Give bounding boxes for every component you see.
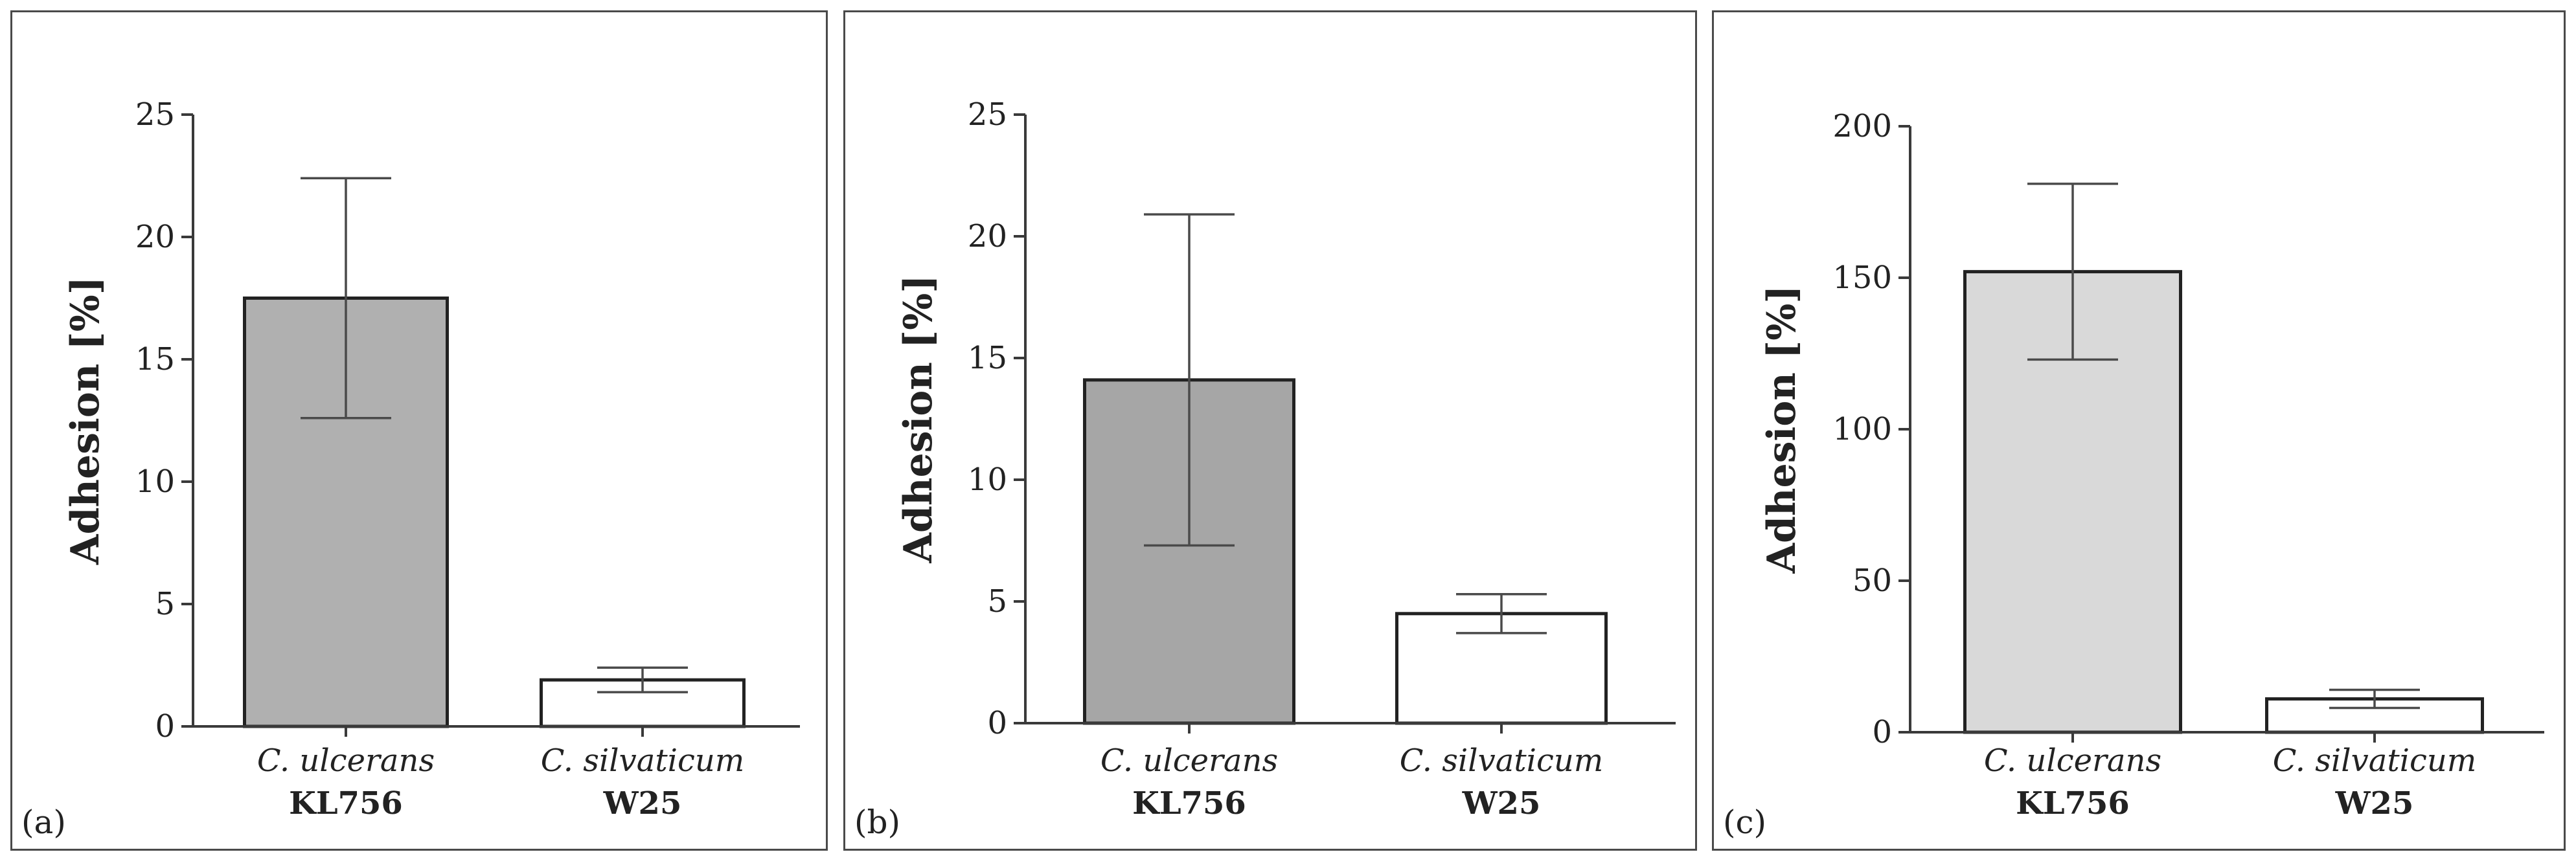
- category-species-label-a: C. silvaticum: [541, 743, 745, 779]
- category-species-label-a: C. ulcerans: [257, 743, 435, 779]
- y-tick-label-c: 100: [1832, 411, 1892, 447]
- category-species-label-c: C. silvaticum: [2273, 743, 2477, 779]
- y-tick-label-a: 10: [135, 464, 175, 500]
- y-axis-title-c: Adhesion [%]: [1759, 285, 1805, 574]
- chart-panel-a: 0 5 10 15 20 25 C. ulcerans KL756 C. silvaticum W…: [10, 10, 828, 851]
- y-tick-label-a: 15: [135, 341, 175, 377]
- y-tick-label-b: 5: [987, 583, 1007, 620]
- category-strain-label-a: W25: [603, 785, 682, 822]
- chart-panel-b: 0 5 10 15 20 25 C. ulcerans KL756 C. silvaticum W…: [843, 10, 1697, 851]
- chart-svg-c: 0 50 100 150 200 C. ulcerans KL756 C. silvaticu…: [1723, 108, 2544, 841]
- y-tick-label-b: 20: [968, 218, 1007, 254]
- y-tick-label-c: 0: [1872, 714, 1892, 750]
- chart-svg-a: 0 5 10 15 20 25 C. ulcerans KL756 C. silvaticum W…: [21, 96, 800, 841]
- category-strain-label-c: W25: [2335, 785, 2414, 822]
- y-tick-label-b: 15: [968, 340, 1007, 376]
- y-tick-label-a: 25: [135, 96, 175, 133]
- y-tick-label-b: 25: [968, 96, 1007, 133]
- y-tick-label-a: 20: [135, 219, 175, 255]
- y-tick-label-b: 10: [968, 462, 1007, 498]
- category-species-label-c: C. ulcerans: [1984, 743, 2161, 779]
- category-species-label-b: C. ulcerans: [1100, 743, 1278, 779]
- y-axis-title-b: Adhesion [%]: [896, 275, 941, 563]
- y-tick-label-a: 5: [155, 586, 175, 622]
- chart-panel-c: 0 50 100 150 200 C. ulcerans KL756 C. silvaticu…: [1712, 10, 2566, 851]
- category-species-label-b: C. silvaticum: [1400, 743, 1604, 779]
- panel-label-b: (b): [854, 803, 900, 841]
- category-strain-label-c: KL756: [2016, 785, 2130, 822]
- y-tick-label-c: 150: [1832, 260, 1892, 296]
- category-strain-label-b: W25: [1462, 785, 1541, 822]
- y-axis-title-a: Adhesion [%]: [63, 276, 108, 565]
- category-strain-label-a: KL756: [289, 785, 403, 822]
- y-tick-label-b: 0: [987, 705, 1007, 741]
- panel-label-c: (c): [1723, 803, 1766, 841]
- y-tick-label-c: 200: [1832, 108, 1892, 144]
- y-tick-label-a: 0: [155, 708, 175, 745]
- panel-label-a: (a): [21, 803, 66, 841]
- chart-svg-b: 0 5 10 15 20 25 C. ulcerans KL756 C. silvaticum W…: [854, 96, 1676, 841]
- category-strain-label-b: KL756: [1132, 785, 1246, 822]
- y-tick-label-c: 50: [1852, 563, 1892, 599]
